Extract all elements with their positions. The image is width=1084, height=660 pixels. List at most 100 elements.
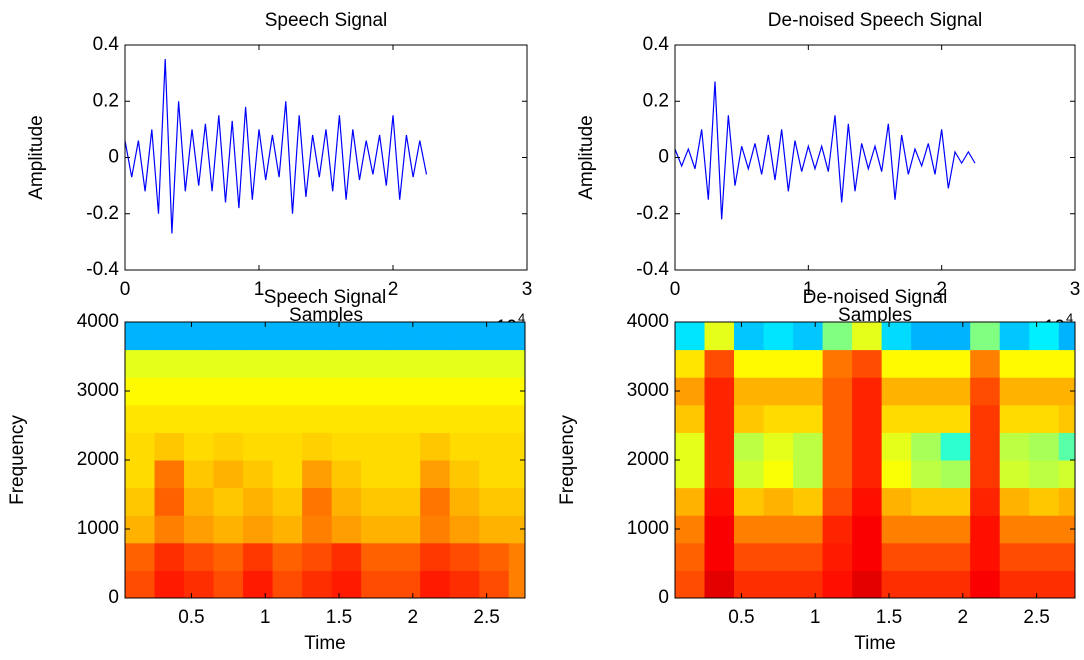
x-tick-label: 0 [120, 279, 131, 300]
spectrogram-cell [302, 322, 333, 351]
spectrogram-cell [1058, 432, 1075, 461]
spectrogram-cell [449, 377, 480, 406]
x-axis-label: Samples [289, 305, 363, 326]
spectrogram-cell [940, 570, 971, 598]
spectrogram-cell [970, 432, 1001, 461]
spectrogram-cell [390, 349, 421, 378]
spectrogram-cell [243, 349, 274, 378]
y-tick-label: -0.2 [636, 203, 669, 224]
spectrogram-cell [1029, 542, 1060, 571]
spectrogram-cell [272, 570, 303, 598]
spectrogram-cell [331, 460, 362, 489]
spectrogram-cell [763, 570, 794, 598]
spectrogram-cell [508, 515, 525, 544]
spectrogram-cell [1058, 460, 1075, 489]
spectrogram-cell [1029, 322, 1060, 351]
x-tick-label: 1 [810, 607, 821, 628]
spectrogram-cell [479, 460, 510, 489]
spectrogram-cell [763, 404, 794, 433]
spectrogram-cell [881, 322, 912, 351]
spectrogram-cell [763, 487, 794, 516]
axis-offset-exponent: 4 [1066, 310, 1073, 325]
spectrogram-cell [734, 322, 765, 351]
spectrogram-cell [243, 404, 274, 433]
spectrogram-cell [302, 404, 333, 433]
spectrogram-cell [734, 460, 765, 489]
spectrogram-cell [361, 460, 392, 489]
spectrogram-cell [1058, 349, 1075, 378]
spectrogram-cell [1058, 322, 1075, 351]
spectrogram-cell [154, 460, 185, 489]
x-tick-label: 0.5 [728, 607, 754, 628]
spectrogram-cell [704, 349, 735, 378]
spectrogram-cell [881, 460, 912, 489]
spectrogram-cell [243, 515, 274, 544]
spectrogram-cell [508, 460, 525, 489]
spectrogram-cell [331, 542, 362, 571]
spectrogram-cell [390, 570, 421, 598]
spectrogram-cell [449, 404, 480, 433]
plot-area [125, 59, 428, 234]
spectrogram-cell [390, 460, 421, 489]
spectrogram-cell [704, 542, 735, 571]
spectrogram-cell [704, 377, 735, 406]
x-tick-label: 3 [522, 279, 533, 300]
spectrogram-cell [734, 432, 765, 461]
spectrogram-cell [734, 542, 765, 571]
spectrogram-cell [704, 432, 735, 461]
x-tick-label: 1.5 [876, 607, 902, 628]
spectrogram-cell [243, 487, 274, 516]
spectrogram-cell [449, 542, 480, 571]
spectrogram-cell [970, 460, 1001, 489]
subplot-title: Speech Signal [265, 10, 388, 31]
spectrogram-cell [999, 404, 1030, 433]
spectrogram-cell [940, 542, 971, 571]
waveform [125, 59, 428, 234]
spectrogram-cell [184, 432, 215, 461]
y-axis-label: Frequency [557, 415, 578, 505]
spectrogram-cell [420, 542, 451, 571]
spectrogram-cell [1058, 515, 1075, 544]
spectrogram-cell [822, 515, 853, 544]
spectrogram-cell [449, 515, 480, 544]
spectrogram-cell [704, 515, 735, 544]
spectrogram-cell [508, 322, 525, 351]
spectrogram-cell [822, 377, 853, 406]
x-tick-label: 1 [803, 279, 814, 300]
spectrogram-cell [704, 404, 735, 433]
spectrogram-cell [508, 349, 525, 378]
spectrogram-cell [704, 487, 735, 516]
spectrogram-cell [213, 487, 244, 516]
spectrogram-cell [763, 542, 794, 571]
spectrogram-cell [852, 432, 883, 461]
y-axis-label: Frequency [7, 415, 28, 505]
y-tick-label: 0 [658, 587, 669, 608]
subplot-title: De-noised Speech Signal [768, 10, 982, 31]
spectrogram-cell [1029, 404, 1060, 433]
spectrogram-cell [213, 432, 244, 461]
subplot-title: De-noised Signal [803, 287, 948, 308]
spectrogram-cell [125, 487, 156, 516]
y-tick-label: 3000 [627, 380, 669, 401]
subplot: Speech Signal 0 1000 2000 3000 4000 0.5 1 1.5 2 2.… [7, 287, 526, 654]
spectrogram-cell [970, 377, 1001, 406]
spectrogram-cell [852, 570, 883, 598]
y-tick-label: 0 [108, 587, 119, 608]
spectrogram-cell [302, 460, 333, 489]
spectrogram-cell [272, 432, 303, 461]
x-tick-label: 2 [958, 607, 969, 628]
y-tick-label: 3000 [77, 380, 119, 401]
spectrogram-cell [449, 460, 480, 489]
subplot: Speech Signal -0.4 -0.2 0 0.2 0.4 0 1 2 3 Samples A… [26, 10, 532, 338]
spectrogram-cell [675, 460, 706, 489]
spectrogram-cell [881, 515, 912, 544]
y-tick-label: 0.2 [93, 90, 119, 111]
x-tick-label: 2.5 [1023, 607, 1049, 628]
spectrogram-cell [852, 377, 883, 406]
spectrogram-cell [999, 570, 1030, 598]
x-tick-label: 2.5 [473, 607, 499, 628]
spectrogram-cell [213, 322, 244, 351]
spectrogram-cell [449, 432, 480, 461]
spectrogram-cell [793, 349, 824, 378]
spectrogram-cell [793, 487, 824, 516]
